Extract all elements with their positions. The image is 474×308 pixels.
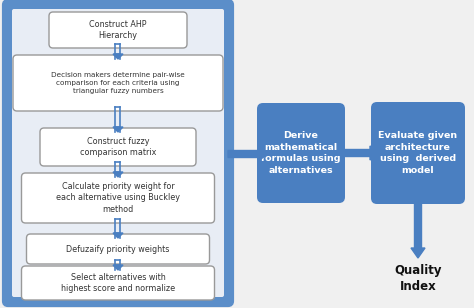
FancyBboxPatch shape <box>4 1 232 305</box>
FancyBboxPatch shape <box>40 128 196 166</box>
Text: Decision makers determine pair-wise
comparison for each criteria using
triangula: Decision makers determine pair-wise comp… <box>51 72 185 94</box>
Polygon shape <box>113 265 123 270</box>
Text: Evaluate given
architecture
using  derived
model: Evaluate given architecture using derive… <box>378 131 457 175</box>
Text: Defuzaify priority weights: Defuzaify priority weights <box>66 245 170 253</box>
FancyBboxPatch shape <box>21 173 215 223</box>
FancyArrow shape <box>341 146 380 160</box>
Text: Quality
Index: Quality Index <box>394 264 442 293</box>
Text: Construct fuzzy
comparison matrix: Construct fuzzy comparison matrix <box>80 137 156 157</box>
FancyBboxPatch shape <box>13 55 223 111</box>
FancyArrow shape <box>411 199 425 258</box>
Polygon shape <box>113 172 123 177</box>
FancyBboxPatch shape <box>12 9 224 297</box>
Polygon shape <box>113 233 123 238</box>
FancyArrow shape <box>228 147 268 161</box>
Text: Construct AHP
Hierarchy: Construct AHP Hierarchy <box>89 20 147 40</box>
FancyBboxPatch shape <box>49 12 187 48</box>
Text: Select alternatives with
highest score and normalize: Select alternatives with highest score a… <box>61 273 175 293</box>
Polygon shape <box>113 54 123 59</box>
Text: Calculate priority weight for
each alternative using Buckley
method: Calculate priority weight for each alter… <box>56 182 180 214</box>
Polygon shape <box>113 127 123 132</box>
FancyBboxPatch shape <box>27 234 210 264</box>
FancyBboxPatch shape <box>21 266 215 300</box>
FancyBboxPatch shape <box>371 102 465 204</box>
FancyBboxPatch shape <box>257 103 345 203</box>
Text: Derive
mathematical
formulas using
alternatives: Derive mathematical formulas using alter… <box>261 131 341 175</box>
